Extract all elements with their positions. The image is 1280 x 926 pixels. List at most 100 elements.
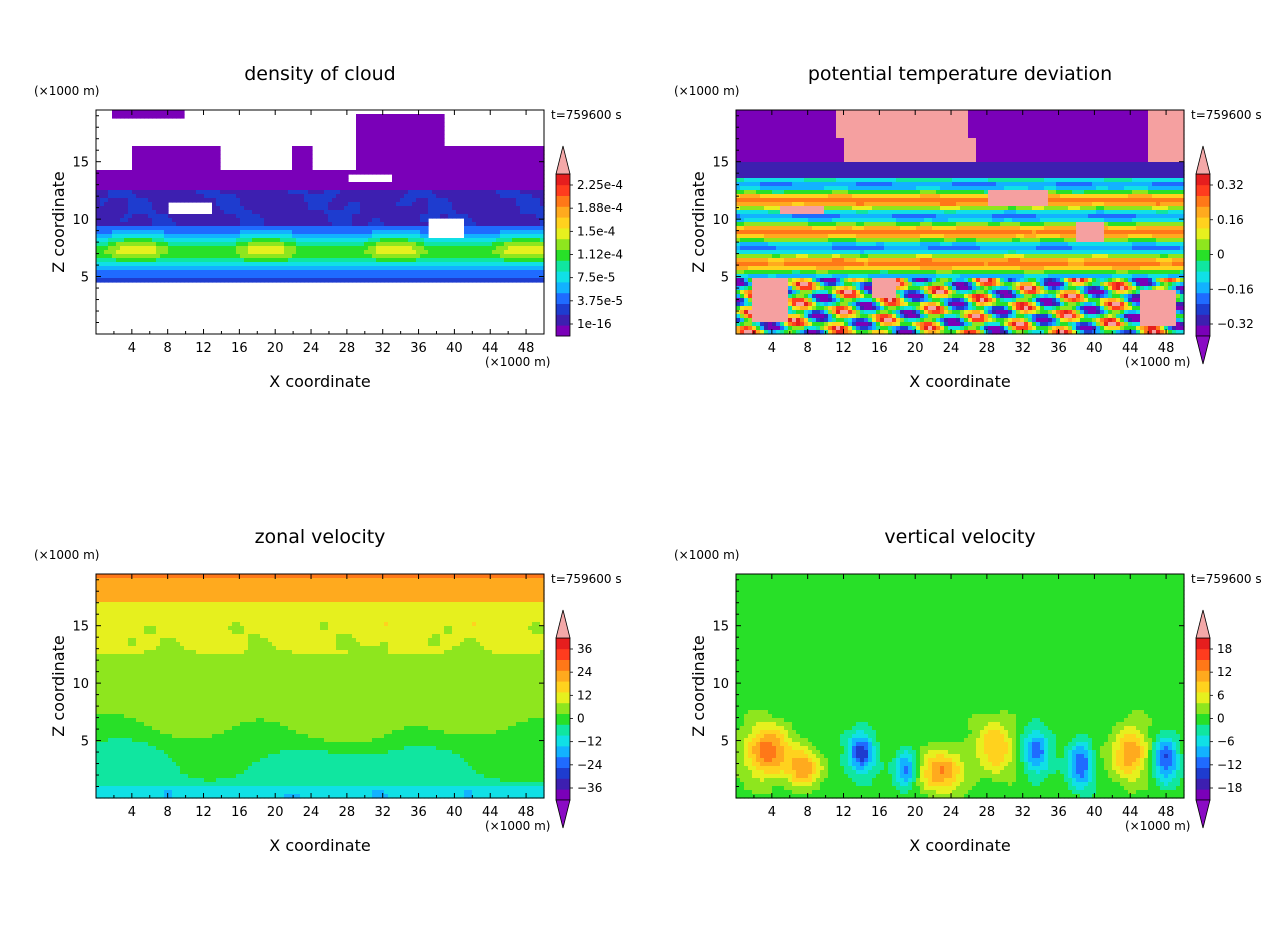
heatmap-cell	[760, 150, 765, 155]
heatmap-cell	[308, 258, 313, 263]
heatmap-cell	[364, 206, 369, 211]
heatmap-cell	[736, 246, 741, 251]
heatmap-cell	[268, 250, 273, 255]
heatmap-cell	[448, 246, 453, 251]
heatmap-cell	[756, 182, 761, 187]
heatmap-cell	[428, 210, 433, 215]
heatmap-cell	[452, 154, 457, 159]
heatmap-cell	[160, 226, 165, 231]
heatmap-cell	[804, 314, 809, 319]
heatmap-cell	[428, 266, 433, 271]
heatmap-cell	[492, 154, 497, 159]
heatmap-cell	[816, 122, 821, 127]
heatmap-cell	[420, 274, 425, 279]
heatmap-cell	[472, 238, 477, 243]
heatmap-cell	[200, 274, 205, 279]
heatmap-cell	[492, 182, 497, 187]
colorbar-label: 2.25e-4	[577, 178, 623, 192]
heatmap-cell	[464, 242, 469, 247]
heatmap-cell	[484, 190, 489, 195]
heatmap-cell	[364, 190, 369, 195]
heatmap-cell	[408, 166, 413, 171]
heatmap-cell	[408, 194, 413, 199]
heatmap-cell	[148, 210, 153, 215]
heatmap-cell	[804, 298, 809, 303]
heatmap-cell	[436, 278, 441, 283]
heatmap-cell	[268, 270, 273, 275]
heatmap-cell	[376, 218, 381, 223]
heatmap-cell	[456, 250, 461, 255]
heatmap-cell	[256, 190, 261, 195]
heatmap-cell	[464, 162, 469, 167]
heatmap-cell	[760, 190, 765, 195]
heatmap-cell	[408, 226, 413, 231]
heatmap-cell	[812, 198, 817, 203]
heatmap-cell	[744, 134, 749, 139]
heatmap-cell	[364, 274, 369, 279]
heatmap-cell	[412, 254, 417, 259]
heatmap-cell	[204, 222, 209, 227]
heatmap-cell	[400, 170, 405, 175]
heatmap-cell	[416, 242, 421, 247]
heatmap-cell	[292, 214, 297, 219]
heatmap-cell	[128, 238, 133, 243]
heatmap-cell	[396, 150, 401, 155]
heatmap-cell	[192, 226, 197, 231]
heatmap-cell	[780, 270, 785, 275]
heatmap-cell	[228, 218, 233, 223]
heatmap-cell	[772, 178, 777, 183]
heatmap-cell	[808, 138, 813, 143]
heatmap-cell	[404, 170, 409, 175]
heatmap-cell	[420, 174, 425, 179]
heatmap-cell	[388, 210, 393, 215]
heatmap-cell	[228, 210, 233, 215]
heatmap-cell	[756, 162, 761, 167]
heatmap-cell	[420, 210, 425, 215]
heatmap-cell	[764, 186, 769, 191]
heatmap-cell	[120, 178, 125, 183]
heatmap-cell	[792, 302, 797, 307]
heatmap-cell	[188, 162, 193, 167]
heatmap-cell	[164, 162, 169, 167]
heatmap-cell	[388, 234, 393, 239]
heatmap-cell	[740, 142, 745, 147]
heatmap-cell	[500, 150, 505, 155]
heatmap-cell	[128, 214, 133, 219]
heatmap-cell	[784, 126, 789, 131]
heatmap-cell	[276, 186, 281, 191]
heatmap-cell	[816, 170, 821, 175]
heatmap-cell	[780, 114, 785, 119]
heatmap-cell	[744, 242, 749, 247]
heatmap-cell	[236, 226, 241, 231]
heatmap-cell	[472, 146, 477, 151]
heatmap-cell	[392, 118, 397, 123]
heatmap-cell	[492, 222, 497, 227]
heatmap-cell	[480, 278, 485, 283]
heatmap-cell	[128, 270, 133, 275]
heatmap-cell	[168, 230, 173, 235]
heatmap-cell	[344, 174, 349, 179]
heatmap-cell	[412, 250, 417, 255]
heatmap-cell	[256, 230, 261, 235]
heatmap-cell	[472, 206, 477, 211]
heatmap-cell	[408, 118, 413, 123]
heatmap-cell	[156, 222, 161, 227]
heatmap-cell	[760, 326, 765, 331]
heatmap-cell	[412, 278, 417, 283]
heatmap-cell	[508, 162, 513, 167]
heatmap-cell	[468, 186, 473, 191]
heatmap-cell	[424, 174, 429, 179]
heatmap-cell	[204, 246, 209, 251]
heatmap-cell	[784, 110, 789, 115]
heatmap-cell	[324, 178, 329, 183]
heatmap-cell	[324, 262, 329, 267]
heatmap-cell	[464, 254, 469, 259]
heatmap-cell	[224, 242, 229, 247]
heatmap-cell	[332, 246, 337, 251]
heatmap-cell	[760, 118, 765, 123]
heatmap-cell	[364, 134, 369, 139]
heatmap-cell	[288, 266, 293, 271]
heatmap-cell	[812, 186, 817, 191]
heatmap-cell	[136, 146, 141, 151]
heatmap-cell	[480, 210, 485, 215]
